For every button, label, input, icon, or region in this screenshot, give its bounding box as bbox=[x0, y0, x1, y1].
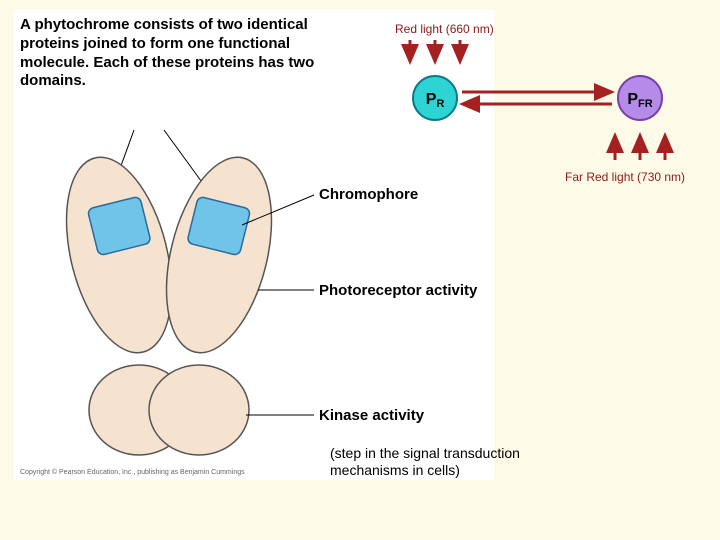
conversion-svg: PR PFR bbox=[370, 20, 710, 220]
far-red-light-label: Far Red light (730 nm) bbox=[565, 170, 685, 184]
copyright-text: Copyright © Pearson Education, Inc., pub… bbox=[20, 469, 245, 476]
sub-note: (step in the signal transduction mechani… bbox=[330, 445, 530, 479]
photoreceptor-label: Photoreceptor activity bbox=[319, 282, 477, 299]
kinase-label: Kinase activity bbox=[319, 407, 424, 424]
